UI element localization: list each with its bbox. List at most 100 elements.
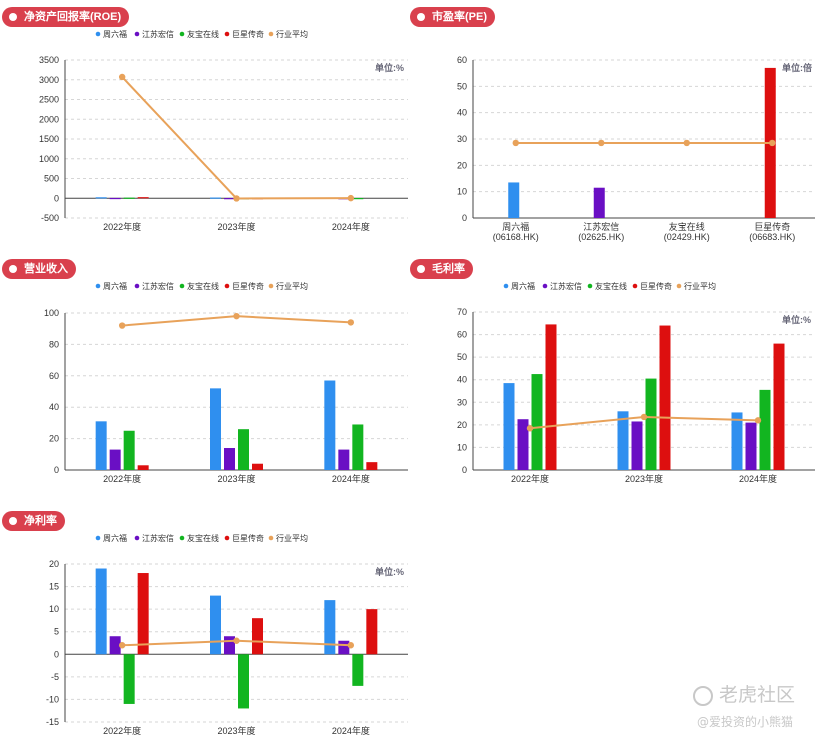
legend-marker-icon [268,283,274,289]
bar [123,654,135,704]
legend-label: 行业平均 [276,281,308,291]
legend-label: 巨星传奇 [232,281,264,291]
x-tick-label: 2023年度 [217,221,255,232]
bar [352,198,364,200]
title-dot-icon [417,13,425,21]
average-point [347,642,355,649]
bar [210,595,221,655]
legend-label: 江苏宏信 [142,29,174,39]
bar [531,374,543,470]
title-dot-icon [417,265,425,273]
bar [759,389,771,470]
y-tick-label: 1000 [39,154,59,164]
y-tick-label: -15 [46,717,59,727]
legend-label: 友宝在线 [187,533,219,543]
bar [631,421,643,470]
legend-marker-icon [676,283,682,289]
title-dot-icon [9,517,17,525]
x-tick-label: 2023年度 [217,473,255,484]
bar [123,430,135,470]
unit-label: 单位:% [375,566,404,577]
y-tick-label: 3500 [39,55,59,65]
bar [645,378,657,470]
average-point [640,413,648,421]
unit-label: 单位:倍 [782,62,812,73]
y-tick-label: 10 [457,442,467,452]
unit-label: 单位:% [375,62,404,73]
y-tick-label: 10 [49,604,59,614]
watermark-brand: 老虎社区 [693,680,795,707]
bar [123,197,135,199]
legend-label: 江苏宏信 [550,281,582,291]
y-tick-label: 20 [49,434,59,444]
bar [773,343,785,470]
x-tick-label: (02429.HK) [664,232,710,242]
y-tick-label: 40 [457,108,467,118]
legend-label: 友宝在线 [187,281,219,291]
legend-label: 行业平均 [276,29,308,39]
x-tick-label: 2023年度 [625,473,663,484]
y-tick-label: -500 [41,213,59,223]
legend-marker-icon [134,535,140,541]
bar [731,412,743,470]
legend-marker-icon [224,535,230,541]
x-tick-label: (02625.HK) [578,232,624,242]
legend-label: 周六福 [103,281,127,291]
y-tick-label: 2500 [39,95,59,105]
bar [324,380,336,470]
unit-label: 单位:% [782,314,811,325]
y-tick-label: 60 [49,371,59,381]
x-tick-label: 江苏宏信 [583,221,619,232]
y-tick-label: 2000 [39,114,59,124]
legend-label: 行业平均 [684,281,716,291]
average-point [526,425,534,432]
average-point [347,319,355,326]
y-tick-label: 40 [49,402,59,412]
legend-marker-icon [503,283,509,289]
average-point [683,139,690,147]
bar [238,429,249,470]
y-tick-label: 3000 [39,75,59,85]
bar [210,388,221,470]
legend-marker-icon [179,283,185,289]
bar [252,463,263,470]
bar [252,618,263,655]
bar [352,424,364,470]
y-tick-label: 60 [457,330,467,340]
average-point [754,417,762,424]
legend-marker-icon [179,535,185,541]
panel-title-gross: 毛利率 [410,259,473,279]
legend-marker-icon [224,31,230,37]
x-tick-label: 2022年度 [103,725,141,736]
bar [95,568,107,655]
bar [545,324,557,470]
bar [517,419,529,470]
legend-label: 友宝在线 [187,29,219,39]
legend-label: 友宝在线 [595,281,627,291]
watermark-user: @爱投资的小熊猫 [697,715,794,729]
bar [338,449,350,470]
bar [366,609,378,655]
bar [109,636,121,655]
y-tick-label: 5 [54,627,59,637]
bar [366,462,378,470]
bar [338,640,350,655]
bar [503,383,515,470]
y-tick-label: 70 [457,307,467,317]
legend-marker-icon [542,283,548,289]
average-point [347,194,355,202]
y-tick-label: 30 [457,397,467,407]
x-tick-label: 周六福 [502,221,529,232]
average-point [118,642,126,649]
bar [224,448,235,470]
legend-label: 周六福 [511,281,535,291]
title-dot-icon [9,13,17,21]
bar [593,187,605,218]
panel-title-pe: 市盈率(PE) [410,7,495,27]
bar [745,422,757,470]
x-tick-label: 友宝在线 [669,221,705,232]
panel-title-net: 净利率 [2,511,65,531]
